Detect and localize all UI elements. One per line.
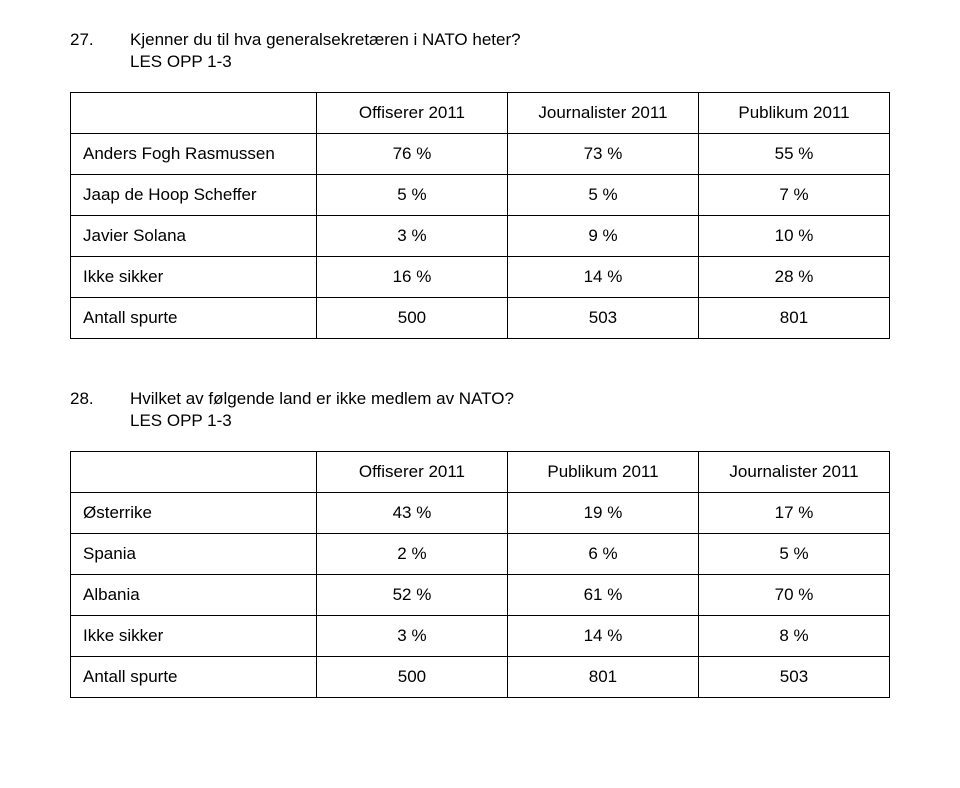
table-header-cell: Journalister 2011	[698, 452, 889, 493]
question-28-number: 28.	[70, 389, 130, 409]
table-header-cell: Offiserer 2011	[316, 93, 507, 134]
table-cell-value: 7 %	[698, 175, 889, 216]
table-cell-label: Jaap de Hoop Scheffer	[71, 175, 317, 216]
table-cell-value: 5 %	[316, 175, 507, 216]
table-cell-value: 8 %	[698, 616, 889, 657]
question-27-table: Offiserer 2011 Journalister 2011 Publiku…	[70, 92, 890, 339]
table-row: Anders Fogh Rasmussen 76 % 73 % 55 %	[71, 134, 890, 175]
table-row: Jaap de Hoop Scheffer 5 % 5 % 7 %	[71, 175, 890, 216]
table-header-cell: Offiserer 2011	[316, 452, 507, 493]
table-cell-value: 3 %	[316, 616, 507, 657]
table-cell-value: 73 %	[507, 134, 698, 175]
table-cell-value: 3 %	[316, 216, 507, 257]
table-cell-value: 17 %	[698, 493, 889, 534]
table-cell-label: Javier Solana	[71, 216, 317, 257]
question-27-text: Kjenner du til hva generalsekretæren i N…	[130, 30, 521, 50]
table-cell-value: 43 %	[316, 493, 507, 534]
table-cell-value: 500	[316, 657, 507, 698]
table-cell-value: 6 %	[507, 534, 698, 575]
table-row: Javier Solana 3 % 9 % 10 %	[71, 216, 890, 257]
table-cell-value: 503	[507, 298, 698, 339]
table-cell-value: 801	[698, 298, 889, 339]
table-header-cell: Publikum 2011	[698, 93, 889, 134]
table-cell-value: 500	[316, 298, 507, 339]
table-cell-value: 28 %	[698, 257, 889, 298]
table-cell-value: 9 %	[507, 216, 698, 257]
table-cell-value: 5 %	[507, 175, 698, 216]
table-cell-value: 76 %	[316, 134, 507, 175]
question-28-sub: LES OPP 1-3	[130, 411, 890, 431]
table-cell-label: Albania	[71, 575, 317, 616]
table-cell-value: 52 %	[316, 575, 507, 616]
table-row: Ikke sikker 3 % 14 % 8 %	[71, 616, 890, 657]
question-27-heading: 27. Kjenner du til hva generalsekretæren…	[70, 30, 890, 50]
table-header-cell	[71, 93, 317, 134]
table-row: Antall spurte 500 503 801	[71, 298, 890, 339]
table-cell-value: 5 %	[698, 534, 889, 575]
table-cell-value: 55 %	[698, 134, 889, 175]
table-row: Østerrike 43 % 19 % 17 %	[71, 493, 890, 534]
table-cell-label: Østerrike	[71, 493, 317, 534]
table-header-row: Offiserer 2011 Journalister 2011 Publiku…	[71, 93, 890, 134]
question-27-number: 27.	[70, 30, 130, 50]
table-cell-label: Spania	[71, 534, 317, 575]
table-header-row: Offiserer 2011 Publikum 2011 Journaliste…	[71, 452, 890, 493]
table-cell-value: 16 %	[316, 257, 507, 298]
table-cell-value: 19 %	[507, 493, 698, 534]
table-header-cell	[71, 452, 317, 493]
table-header-cell: Journalister 2011	[507, 93, 698, 134]
table-cell-value: 70 %	[698, 575, 889, 616]
question-28-table: Offiserer 2011 Publikum 2011 Journaliste…	[70, 451, 890, 698]
table-row: Albania 52 % 61 % 70 %	[71, 575, 890, 616]
table-header-cell: Publikum 2011	[507, 452, 698, 493]
question-28-heading: 28. Hvilket av følgende land er ikke med…	[70, 389, 890, 409]
table-cell-value: 14 %	[507, 257, 698, 298]
table-cell-value: 14 %	[507, 616, 698, 657]
table-cell-label: Antall spurte	[71, 298, 317, 339]
table-cell-label: Anders Fogh Rasmussen	[71, 134, 317, 175]
table-cell-value: 10 %	[698, 216, 889, 257]
table-cell-label: Ikke sikker	[71, 616, 317, 657]
table-cell-value: 503	[698, 657, 889, 698]
table-cell-value: 2 %	[316, 534, 507, 575]
question-27-sub: LES OPP 1-3	[130, 52, 890, 72]
table-cell-label: Antall spurte	[71, 657, 317, 698]
table-cell-label: Ikke sikker	[71, 257, 317, 298]
table-row: Antall spurte 500 801 503	[71, 657, 890, 698]
table-row: Spania 2 % 6 % 5 %	[71, 534, 890, 575]
table-cell-value: 801	[507, 657, 698, 698]
question-28-text: Hvilket av følgende land er ikke medlem …	[130, 389, 514, 409]
document-page: 27. Kjenner du til hva generalsekretæren…	[0, 0, 960, 788]
table-cell-value: 61 %	[507, 575, 698, 616]
table-row: Ikke sikker 16 % 14 % 28 %	[71, 257, 890, 298]
